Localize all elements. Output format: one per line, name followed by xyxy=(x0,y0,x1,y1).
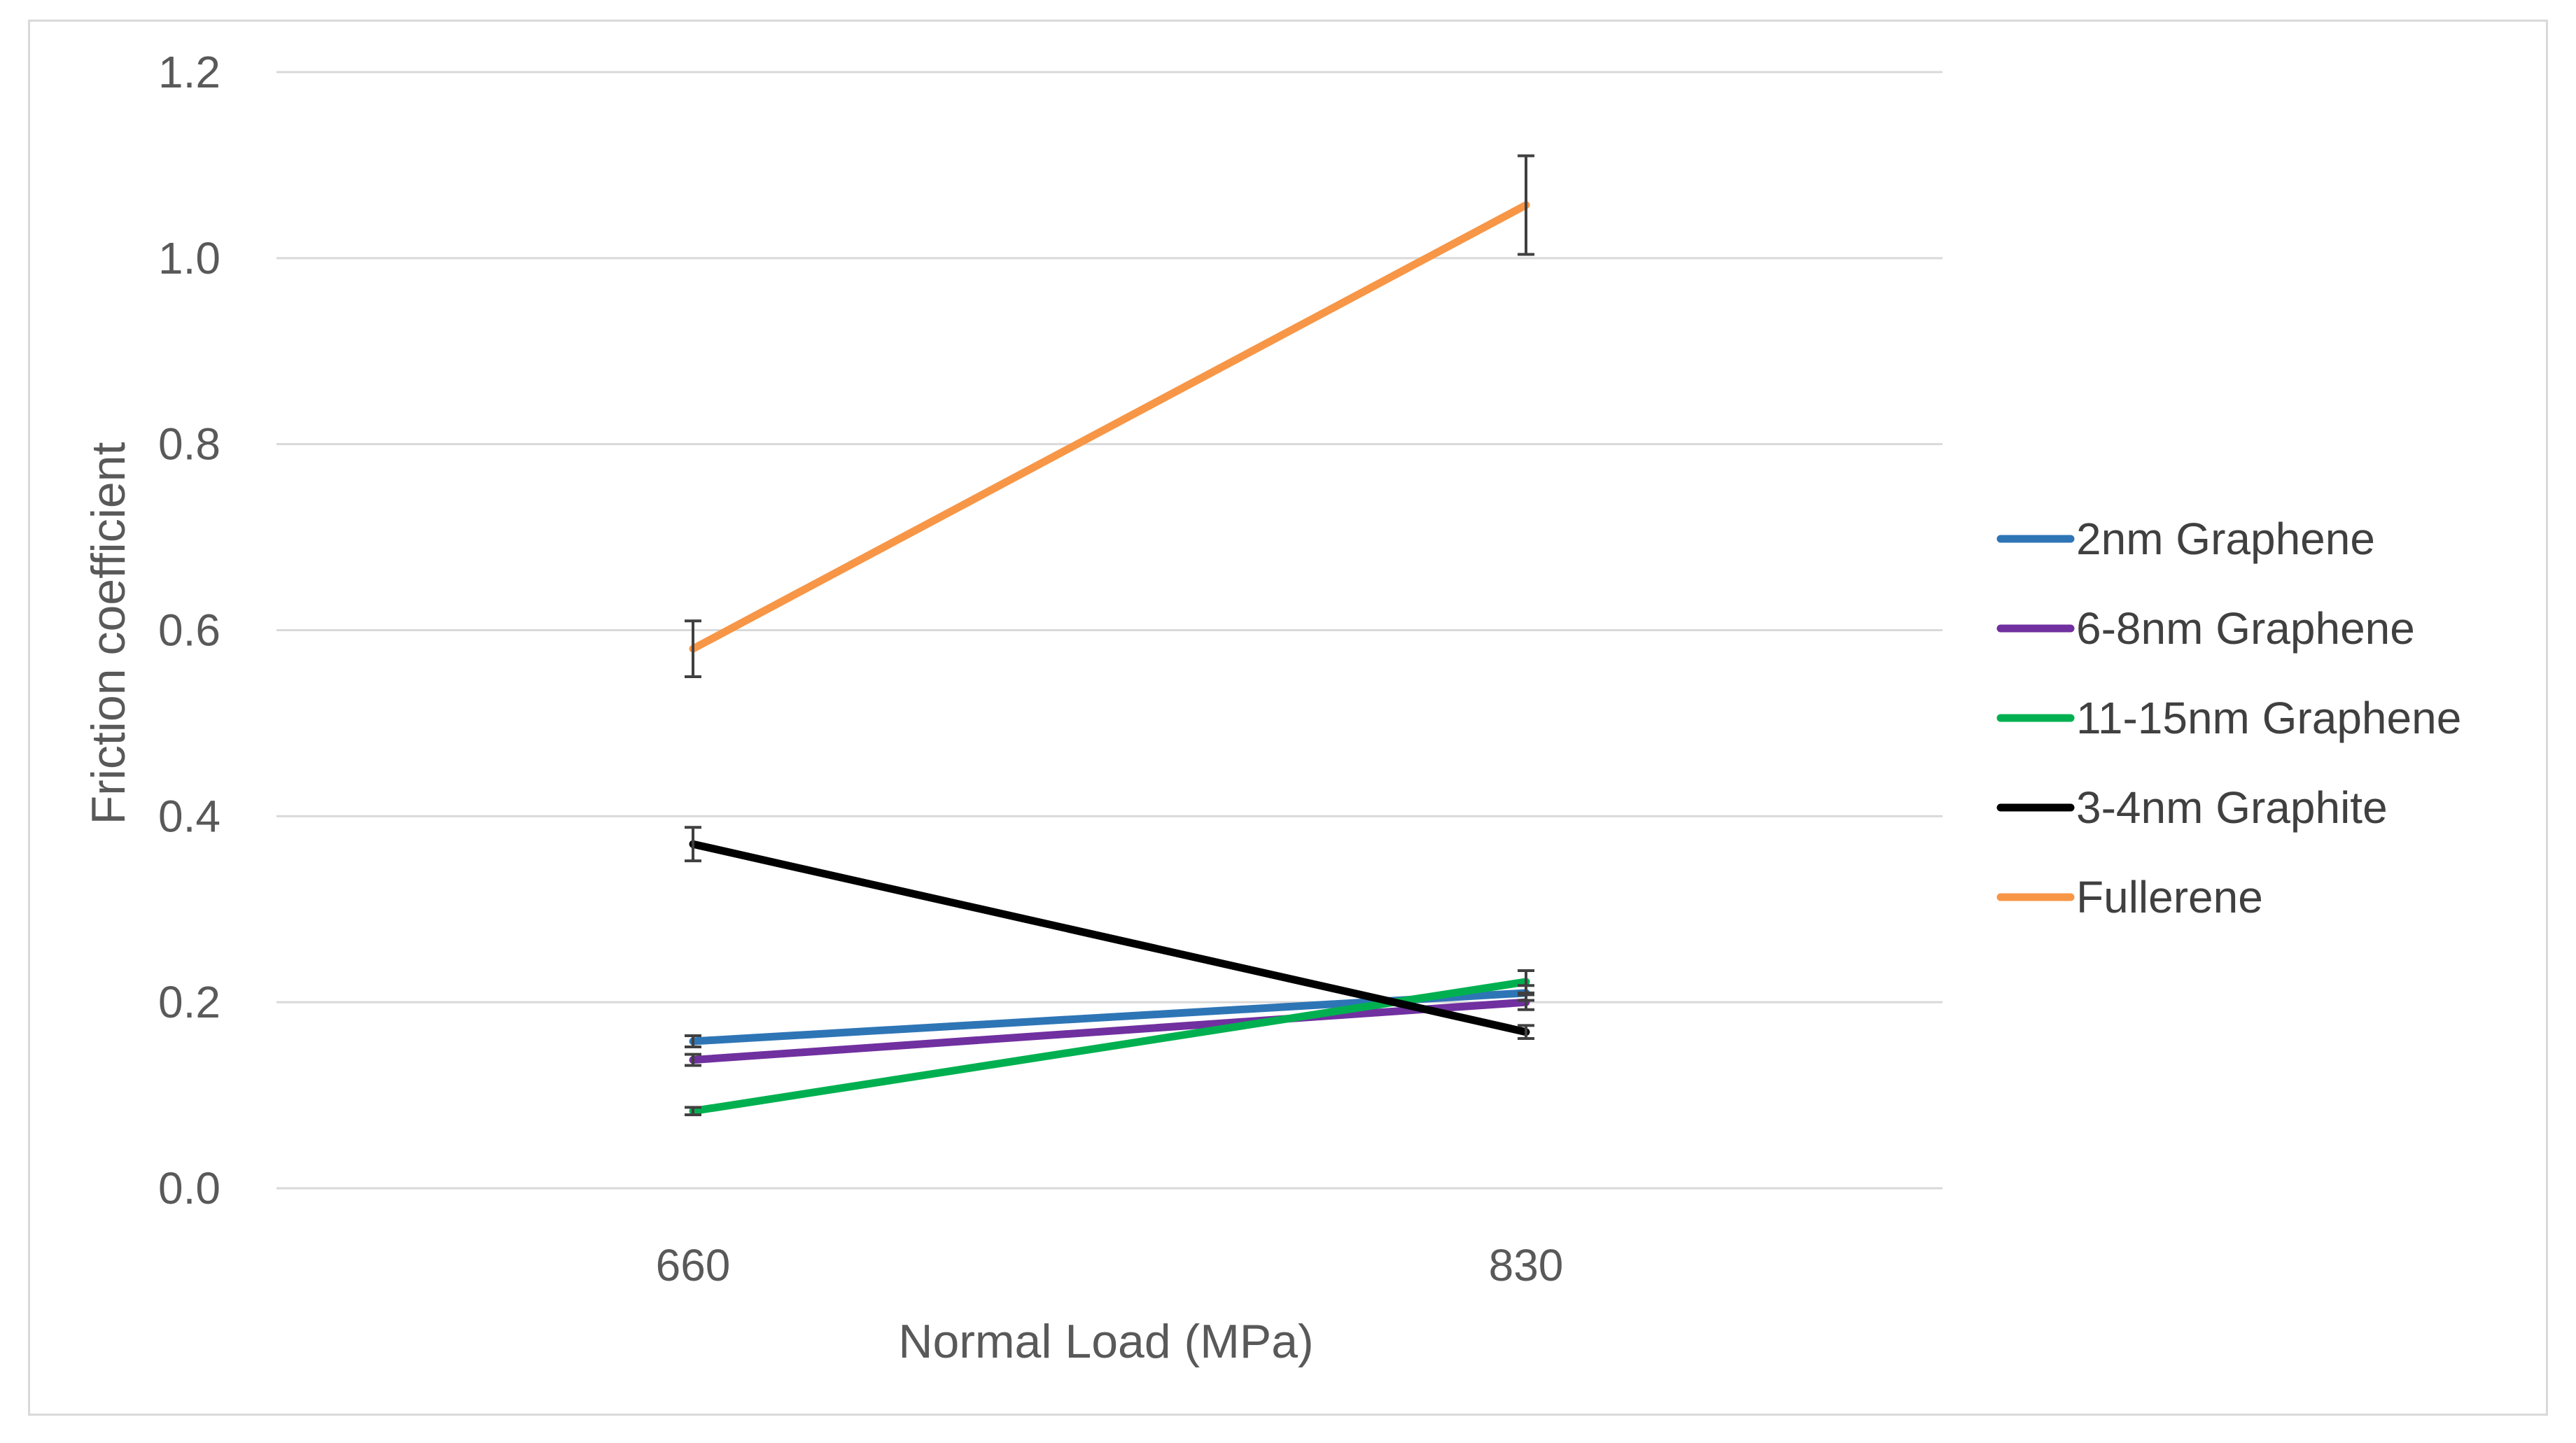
chart-frame xyxy=(28,20,2548,1416)
x-tick-label: 830 xyxy=(1489,1240,1564,1290)
series-line-4 xyxy=(689,201,1530,653)
legend-label: Fullerene xyxy=(2076,872,2263,922)
y-tick-label: 0.0 xyxy=(158,1163,220,1213)
legend-label: 3-4nm Graphite xyxy=(2076,782,2388,833)
legend-entry: 11-15nm Graphene xyxy=(1996,693,2461,743)
series-line-3 xyxy=(689,840,1530,1036)
error-bar xyxy=(685,619,701,678)
y-tick-label: 0.4 xyxy=(158,791,220,841)
x-axis-title: Normal Load (MPa) xyxy=(898,1315,1313,1368)
y-axis-ticks: 0.0 0.2 0.4 0.6 0.8 1.0 1.2 xyxy=(158,47,220,1213)
error-bar xyxy=(685,1053,701,1067)
legend-entry: 3-4nm Graphite xyxy=(1996,782,2388,833)
error-bar xyxy=(1518,993,1534,1011)
legend-label: 11-15nm Graphene xyxy=(2076,693,2461,743)
y-axis-title: Friction coefficient xyxy=(82,442,135,825)
error-bar xyxy=(685,826,701,863)
legend-label: 2nm Graphene xyxy=(2076,514,2375,564)
error-bar xyxy=(685,1106,701,1116)
legend-entry: 2nm Graphene xyxy=(1996,514,2375,564)
y-tick-label: 0.8 xyxy=(158,419,220,470)
legend-label: 6-8nm Graphene xyxy=(2076,603,2415,654)
x-axis-ticks: 660 830 xyxy=(656,1240,1564,1290)
error-bars xyxy=(685,154,1534,1116)
x-tick-label: 660 xyxy=(656,1240,731,1290)
error-bar xyxy=(1518,154,1534,256)
gridlines xyxy=(276,71,1942,1190)
legend: 2nm Graphene 6-8nm Graphene 11-15nm Graphe… xyxy=(1996,514,2461,922)
error-bar xyxy=(1518,1024,1534,1041)
error-bar xyxy=(685,1034,701,1048)
y-tick-label: 1.0 xyxy=(158,233,220,283)
error-bar xyxy=(1518,969,1534,994)
y-tick-label: 0.2 xyxy=(158,977,220,1027)
y-tick-label: 1.2 xyxy=(158,47,220,97)
y-tick-label: 0.6 xyxy=(158,605,220,656)
series-line-1 xyxy=(689,998,1530,1064)
legend-entry: Fullerene xyxy=(1996,872,2263,922)
series-lines xyxy=(689,201,1530,1115)
legend-entry: 6-8nm Graphene xyxy=(1996,603,2415,654)
